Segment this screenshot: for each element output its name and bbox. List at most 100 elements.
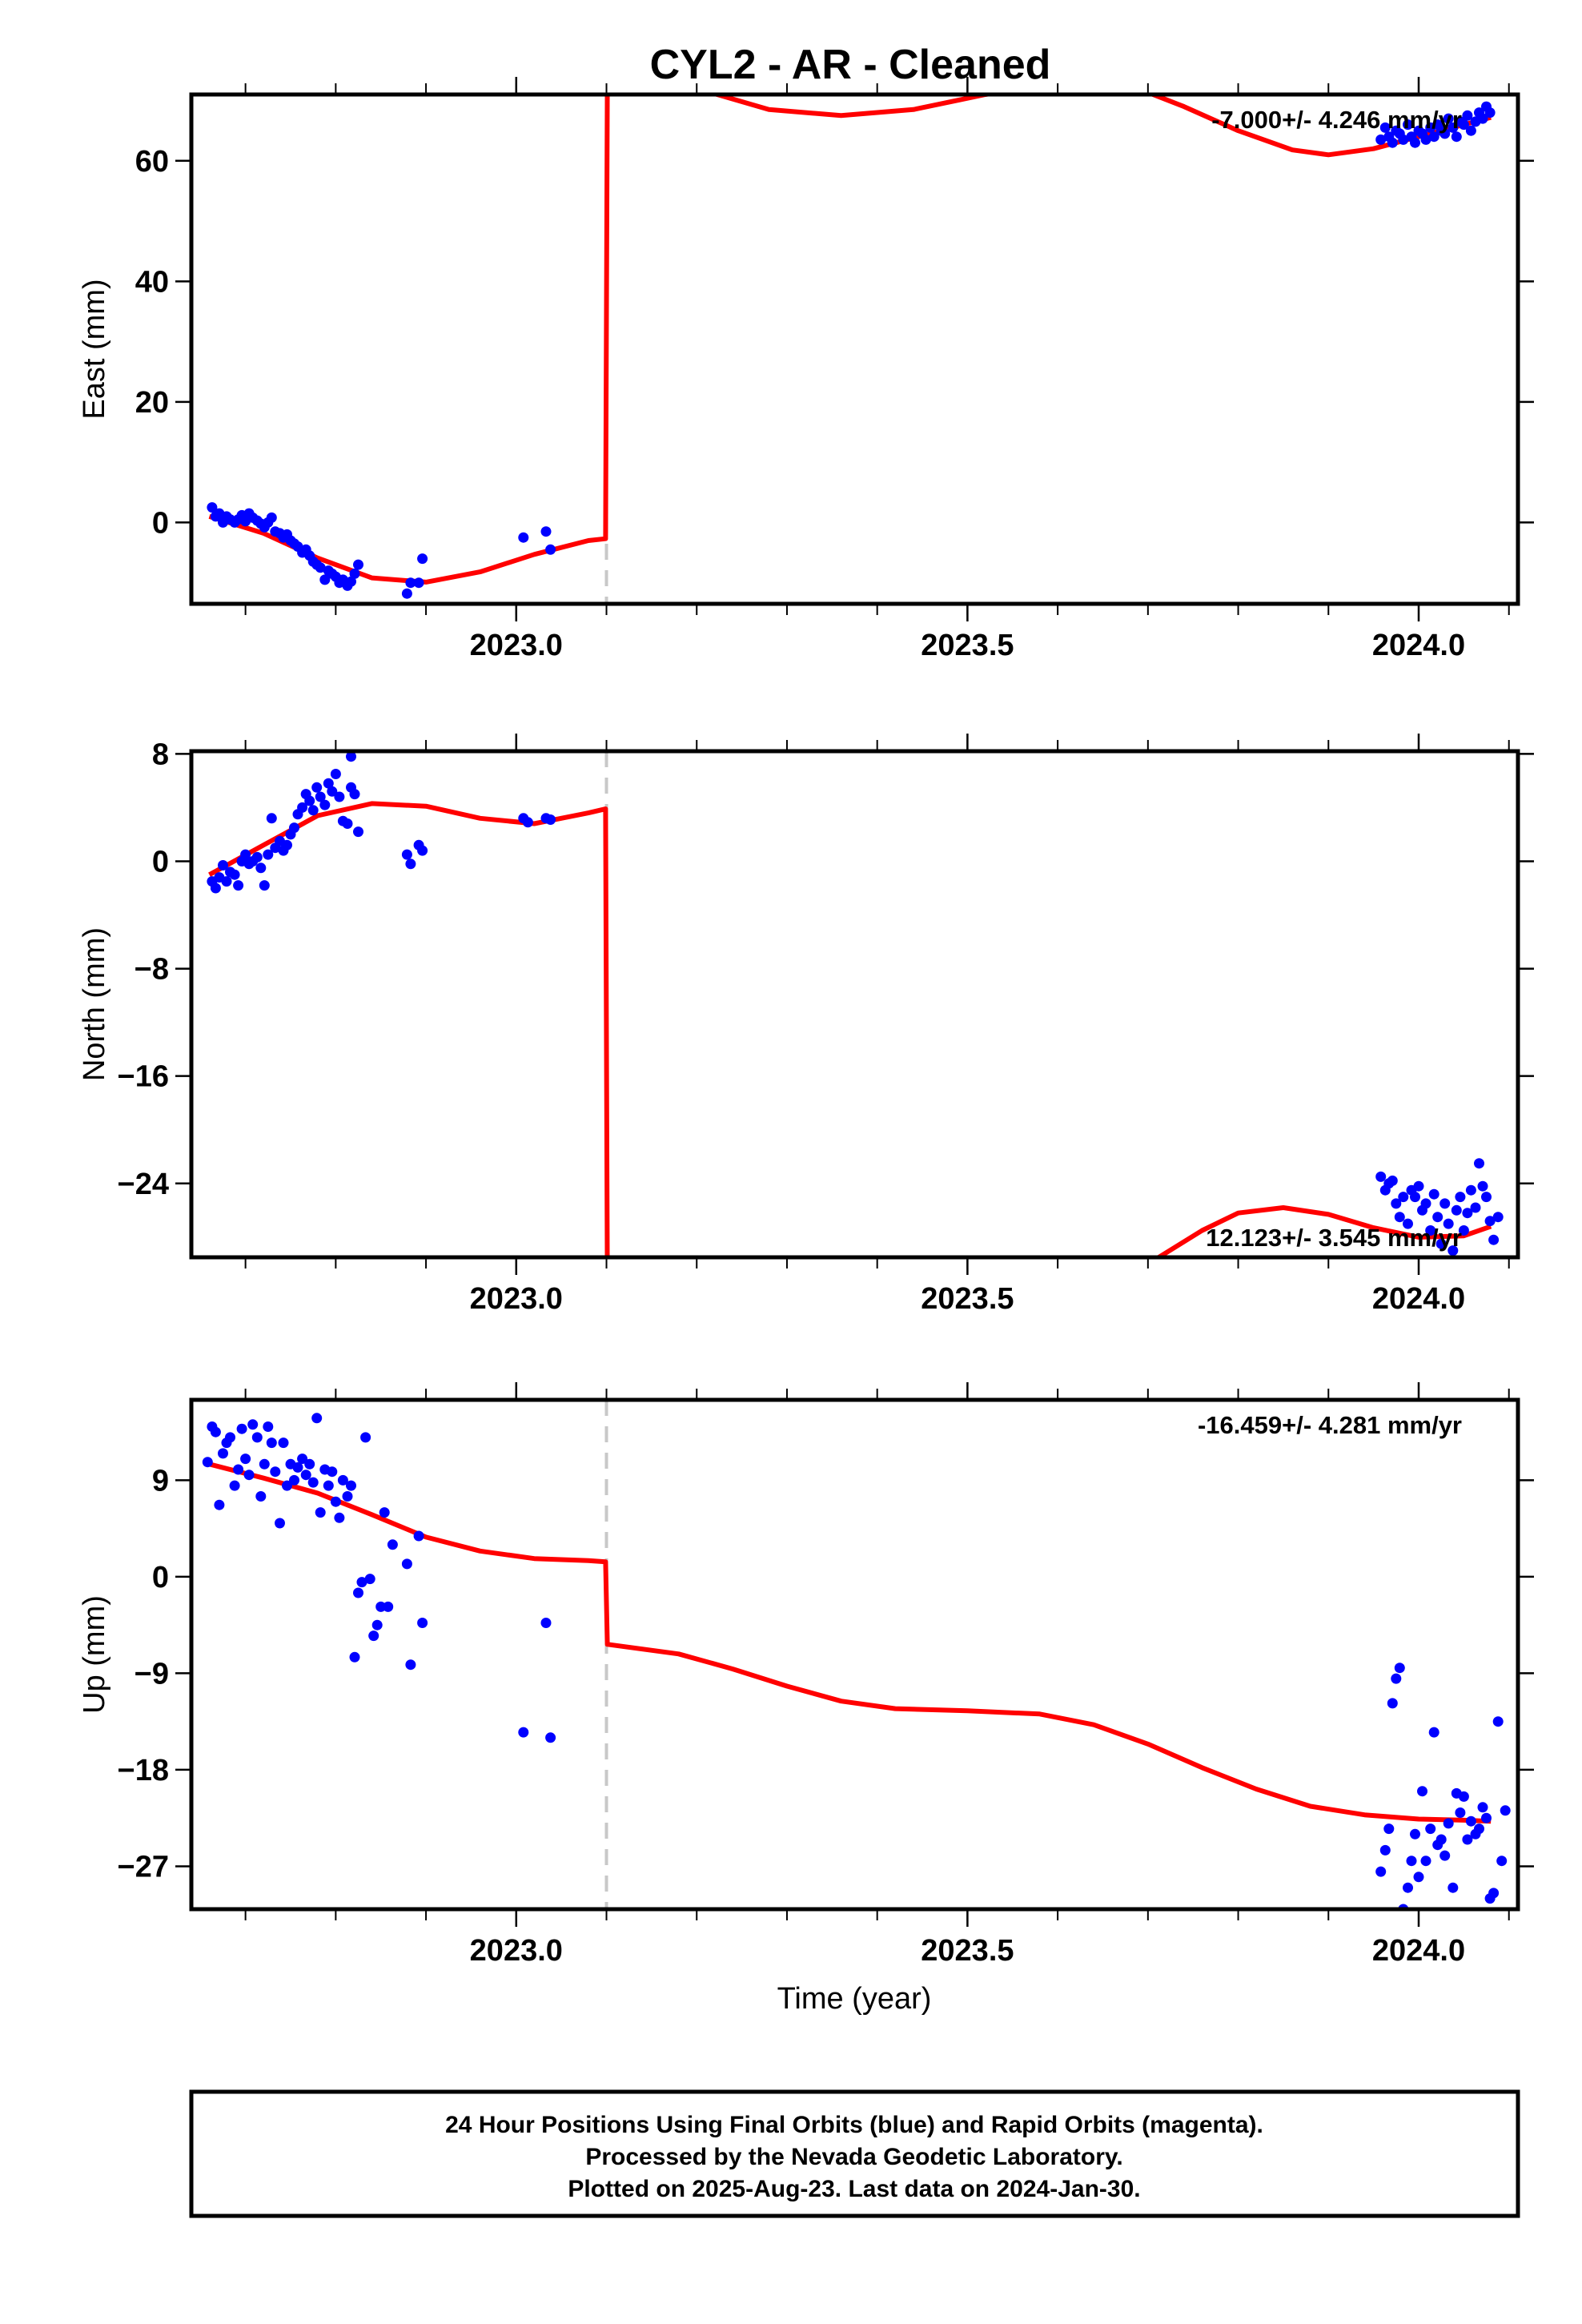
data-point	[1458, 119, 1469, 131]
data-point	[1379, 122, 1391, 133]
data-point	[1387, 137, 1398, 148]
x-axis-label: Time (year)	[777, 1982, 932, 2016]
data-point	[1410, 1828, 1420, 1839]
data-point	[1420, 1856, 1431, 1867]
data-point	[1470, 1202, 1481, 1213]
data-point	[292, 1462, 303, 1473]
data-point	[1375, 134, 1387, 145]
data-point	[319, 799, 331, 810]
data-point	[221, 876, 232, 887]
data-point	[1428, 131, 1439, 143]
y-tick-label: −24	[118, 1168, 169, 1201]
data-point	[1455, 1192, 1466, 1203]
x-tick-label: 2023.5	[921, 1282, 1014, 1316]
x-tick-label: 2024.0	[1372, 1934, 1465, 1968]
footer-line-1: 24 Hour Positions Using Final Orbits (bl…	[445, 2112, 1263, 2138]
data-point	[1474, 1823, 1484, 1835]
x-tick-label: 2023.0	[470, 1934, 563, 1968]
data-point	[1439, 1198, 1451, 1209]
data-point	[266, 1437, 277, 1449]
data-point	[229, 1480, 240, 1491]
data-point	[289, 822, 299, 834]
data-point	[1465, 1815, 1476, 1827]
data-point	[202, 1457, 213, 1468]
data-point	[233, 880, 244, 891]
data-point	[1439, 1850, 1451, 1861]
data-point	[417, 553, 428, 565]
data-point	[1435, 1238, 1447, 1249]
data-point	[251, 1432, 263, 1443]
panel-frame	[189, 92, 1520, 606]
data-point	[1484, 107, 1496, 119]
data-point	[1458, 1791, 1469, 1802]
x-tick-label: 2023.5	[921, 629, 1014, 662]
data-point	[233, 1464, 244, 1475]
data-point	[1492, 1212, 1504, 1223]
plot-area	[207, 94, 1496, 604]
data-point	[413, 577, 424, 589]
data-point	[405, 858, 416, 870]
data-point	[1383, 1823, 1395, 1835]
plot-area	[207, 751, 1504, 1257]
data-point	[334, 791, 345, 802]
data-point	[413, 1530, 424, 1542]
data-point	[1394, 1212, 1405, 1223]
data-point	[1481, 1192, 1492, 1203]
data-point	[1406, 1856, 1417, 1867]
data-point	[236, 1423, 247, 1434]
data-point	[266, 512, 277, 523]
footer-line-3: Plotted on 2025-Aug-23. Last data on 202…	[568, 2176, 1140, 2202]
data-point	[297, 1454, 308, 1465]
data-point	[401, 588, 412, 599]
data-point	[207, 502, 218, 513]
data-point	[266, 813, 277, 824]
model-line	[208, 94, 1492, 585]
data-point	[356, 1577, 367, 1588]
data-point	[304, 1458, 315, 1470]
data-point	[545, 814, 556, 825]
data-point	[1413, 1180, 1424, 1192]
data-point	[1403, 1218, 1413, 1229]
data-point	[1488, 1888, 1500, 1899]
panels: 2023.0 2023.5 2024.0 0 20 40 60 East (mm) -7.000…	[78, 77, 1534, 2016]
data-point	[1375, 1866, 1387, 1877]
data-point	[1387, 1698, 1398, 1709]
data-point	[240, 1454, 251, 1465]
footer-frame	[189, 2089, 1520, 2218]
data-point	[1398, 134, 1409, 145]
data-point	[1379, 1844, 1391, 1856]
chart-title: CYL2 - AR - Cleaned	[650, 42, 1051, 88]
data-point	[1420, 1198, 1431, 1209]
data-point	[518, 1727, 529, 1738]
data-point	[1391, 1673, 1402, 1684]
model-line	[208, 1462, 1492, 1824]
data-point	[1481, 1812, 1492, 1823]
data-point	[401, 849, 412, 860]
data-point	[353, 1587, 363, 1598]
data-point	[1488, 1234, 1500, 1245]
data-point	[1420, 134, 1431, 145]
data-point	[353, 826, 363, 838]
y-tick-label: 40	[135, 265, 169, 299]
y-axis-label: Up (mm)	[78, 1595, 111, 1714]
data-point	[210, 1426, 221, 1437]
data-point	[417, 845, 428, 856]
data-point	[405, 1659, 416, 1671]
panel-2: 2023.0 2023.5 2024.0 8 0 −8 −16 −24 North (mm) 12…	[78, 734, 1534, 1316]
data-point	[278, 1437, 289, 1449]
data-point	[259, 1458, 270, 1470]
data-point	[1403, 1882, 1413, 1893]
data-point	[289, 1474, 299, 1486]
data-point	[1455, 1807, 1466, 1818]
data-point	[1465, 1184, 1476, 1196]
data-point	[225, 1432, 235, 1443]
data-point	[330, 1496, 341, 1507]
data-point	[1428, 1727, 1439, 1738]
data-point	[330, 769, 341, 779]
x-tick-label: 2023.5	[921, 1934, 1014, 1968]
data-point	[1443, 1218, 1454, 1229]
data-point	[371, 1619, 383, 1630]
data-point	[1465, 125, 1476, 136]
model-line	[208, 801, 1492, 1257]
